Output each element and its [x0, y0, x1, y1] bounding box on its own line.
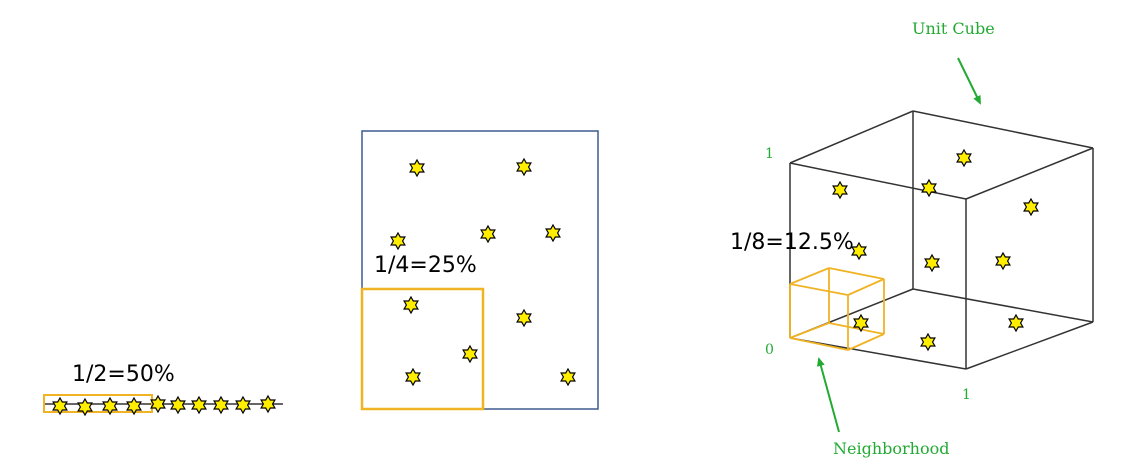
panel-1d: 1/2=50%: [43, 362, 283, 417]
square-point-7: [516, 308, 532, 328]
fraction-label-1d: 1/2=50%: [72, 362, 175, 387]
cube-point-3: [921, 178, 937, 198]
line-point-6: [170, 395, 186, 415]
line-point-2: [77, 397, 93, 417]
neighborhood-arrow: [816, 357, 840, 433]
panel-2d: 1/4=25%: [360, 130, 599, 411]
line-point-3: [102, 396, 118, 416]
square-point-9: [405, 367, 421, 387]
square-point-6: [403, 295, 419, 315]
neighborhood-label: Neighborhood: [833, 439, 949, 458]
square-point-4: [480, 224, 496, 244]
cube-point-4: [1023, 197, 1039, 217]
axis-label-top: 1: [765, 146, 774, 162]
cube-point-9: [1008, 313, 1024, 333]
cube-point-5: [851, 241, 867, 261]
cube-point-1: [956, 148, 972, 168]
points-1d: [52, 394, 276, 417]
square-point-3: [390, 231, 406, 251]
points-3d: [832, 148, 1039, 352]
line-point-10: [260, 394, 276, 414]
line-point-5: [150, 394, 166, 414]
unit-cube-arrow: [957, 57, 981, 105]
neighborhood-1d: [43, 394, 153, 413]
cube-point-8: [853, 313, 869, 333]
line-point-8: [213, 395, 229, 415]
line-point-1: [52, 396, 68, 416]
panel-3d: 1/8=12.5% Unit Cube Neighborhood 1 0 1: [730, 19, 1094, 458]
fraction-label-3d: 1/8=12.5%: [730, 230, 854, 255]
square-point-2: [516, 157, 532, 177]
unit-cube: [789, 110, 1094, 370]
line-point-4: [126, 396, 142, 416]
axis-label-origin: 0: [765, 342, 774, 358]
points-2d: [390, 157, 576, 387]
line-point-7: [191, 395, 207, 415]
neighborhood-3d: [789, 267, 885, 351]
line-point-9: [235, 395, 251, 415]
fraction-label-2d: 1/4=25%: [374, 253, 477, 278]
square-point-10: [560, 367, 576, 387]
cube-point-10: [920, 332, 936, 352]
cube-point-2: [832, 180, 848, 200]
neighborhood-2d: [360, 287, 485, 411]
unit-cube-title: Unit Cube: [912, 19, 995, 38]
square-point-8: [462, 344, 478, 364]
cube-point-7: [995, 251, 1011, 271]
axis-label-right: 1: [962, 387, 971, 403]
cube-point-6: [924, 253, 940, 273]
square-point-1: [409, 158, 425, 178]
square-point-5: [545, 223, 561, 243]
